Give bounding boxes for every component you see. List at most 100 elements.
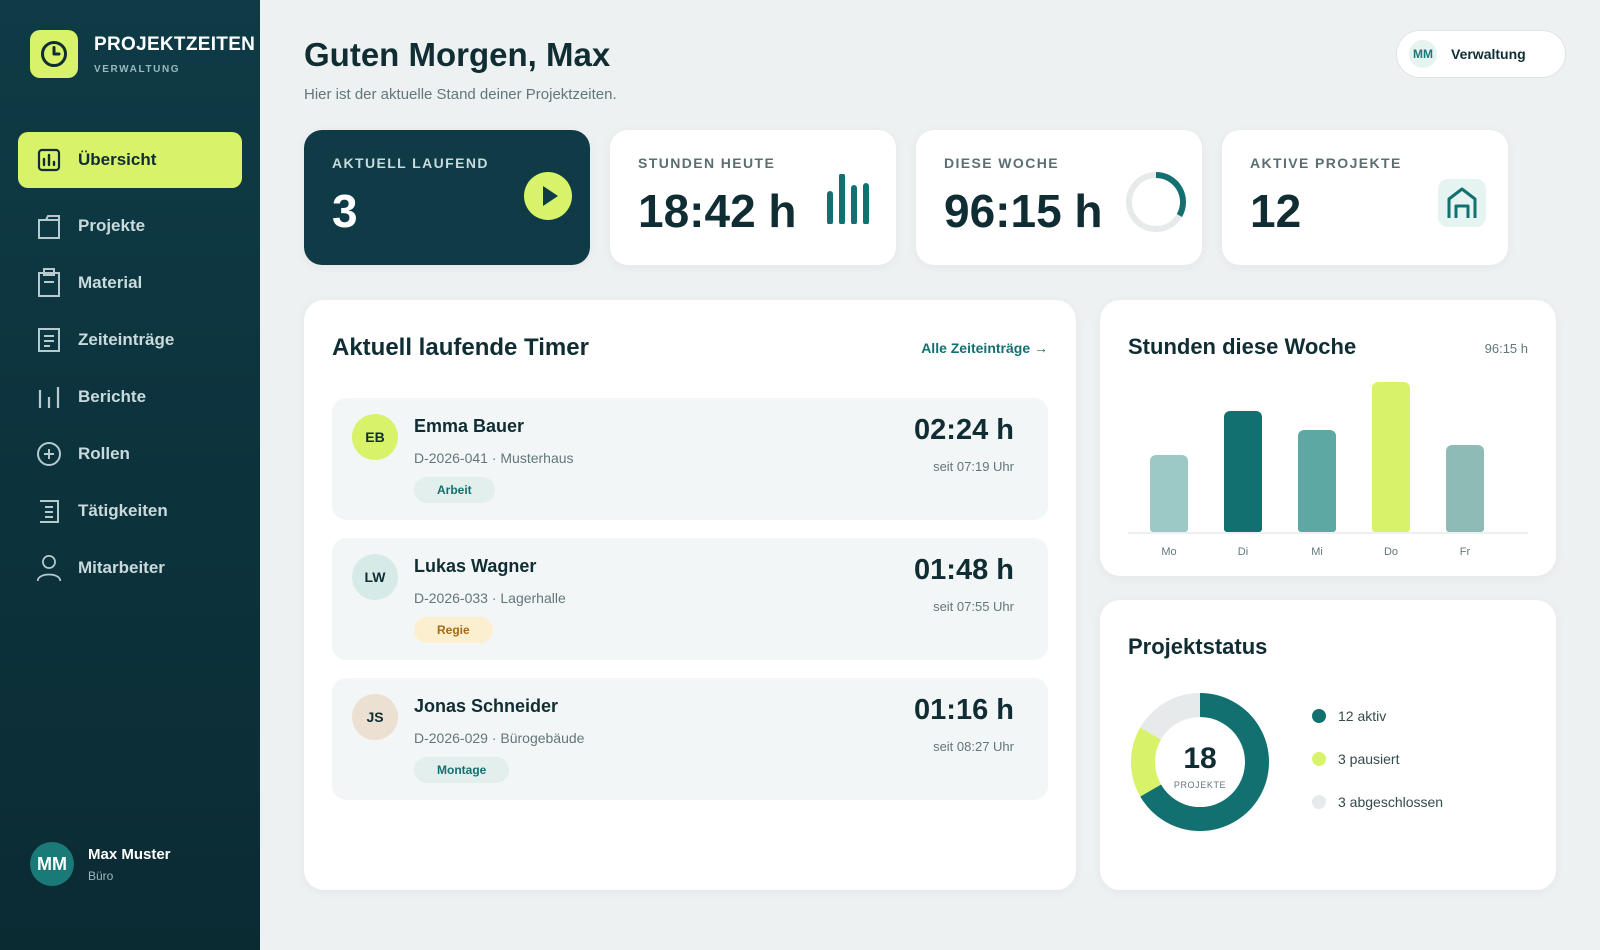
activity-badge: Arbeit <box>414 477 495 503</box>
brand-title: PROJEKTZEITEN <box>94 33 256 55</box>
brand-subtitle: VERWALTUNG <box>94 63 181 75</box>
panel-title: Projektstatus <box>1128 634 1268 659</box>
page-title: Guten Morgen, Max <box>304 36 611 73</box>
bar-fr <box>1446 445 1484 532</box>
start-time: seit 07:19 Uhr <box>933 459 1014 474</box>
avatar: MM <box>1409 40 1437 68</box>
timer-row[interactable]: LW Lukas Wagner D-2026-033 · Lagerhalle … <box>332 538 1048 660</box>
bar-chart-icon <box>36 382 62 412</box>
stat-value: 12 <box>1250 185 1302 237</box>
week-total: 96:15 h <box>1484 341 1528 356</box>
sidebar-item-mitarbeiter[interactable]: Mitarbeiter <box>18 540 242 596</box>
bar-do <box>1372 382 1410 532</box>
sidebar-item-material[interactable]: Material <box>18 255 242 311</box>
sidebar-item-rollen[interactable]: Rollen <box>18 426 242 482</box>
user-role: Büro <box>88 868 114 883</box>
slice-abgeschlossen <box>1140 693 1201 740</box>
sidebar-item-uebersicht[interactable]: Übersicht <box>18 132 242 188</box>
stat-value: 3 <box>332 185 358 237</box>
legend-item: 12 aktiv <box>1312 708 1386 724</box>
bar-mo <box>1150 455 1188 532</box>
user-icon <box>36 553 62 583</box>
employee-name: Emma Bauer <box>414 416 525 436</box>
stat-label: STUNDEN HEUTE <box>638 155 776 171</box>
sidebar-item-label: Zeiteinträge <box>78 330 175 349</box>
clock-icon <box>30 30 78 78</box>
stat-label: DIESE WOCHE <box>944 155 1059 171</box>
avatar: MM <box>30 842 74 886</box>
total-projects: 18 <box>1183 742 1217 775</box>
running-timers-panel: Aktuell laufende Timer Alle Zeiteinträge… <box>304 300 1076 890</box>
bar-mi <box>1298 430 1336 532</box>
chart-baseline <box>1128 532 1528 534</box>
legend-label: 3 pausiert <box>1338 751 1400 767</box>
slice-pausiert <box>1131 727 1162 797</box>
bar-label: Do <box>1383 546 1399 558</box>
employee-name: Jonas Schneider <box>414 696 559 716</box>
legend-dot <box>1312 709 1326 723</box>
legend-item: 3 pausiert <box>1312 751 1399 767</box>
timer-row[interactable]: JS Jonas Schneider D-2026-029 · Bürogebä… <box>332 678 1048 800</box>
page-subtitle: Hier ist der aktuelle Stand deiner Proje… <box>304 86 617 103</box>
house-icon <box>1438 179 1486 232</box>
bar-label: Mo <box>1161 546 1177 558</box>
list-icon <box>36 496 62 526</box>
role-label: Verwaltung <box>1451 46 1526 62</box>
panel-title: Stunden diese Woche <box>1128 334 1357 359</box>
stat-value: 18:42 h <box>638 185 797 237</box>
timer-row[interactable]: EB Emma Bauer D-2026-041 · Musterhaus Ar… <box>332 398 1048 520</box>
user-name: Max Muster <box>88 845 171 863</box>
project-status-panel: Projektstatus 18 PROJEKTE 12 aktiv 3 pau… <box>1100 600 1556 890</box>
start-time: seit 07:55 Uhr <box>933 599 1014 614</box>
legend-dot <box>1312 752 1326 766</box>
legend-dot <box>1312 795 1326 809</box>
bar-label: Mi <box>1311 546 1323 558</box>
sidebar-item-label: Tätigkeiten <box>78 501 168 520</box>
project-meta: D-2026-033 · Lagerhalle <box>414 590 566 606</box>
sidebar-item-zeiteintraege[interactable]: Zeiteinträge <box>18 312 242 368</box>
sidebar-nav: Übersicht Projekte Material Zeiteinträge… <box>18 132 242 597</box>
bar-label: Fr <box>1459 546 1471 558</box>
stat-card-today: STUNDEN HEUTE 18:42 h <box>610 130 896 265</box>
bar-di <box>1224 411 1262 532</box>
stat-card-running[interactable]: AKTUELL LAUFEND 3 <box>304 130 590 265</box>
sidebar-item-label: Projekte <box>78 216 146 235</box>
clipboard-icon <box>36 268 62 298</box>
sidebar-item-label: Übersicht <box>78 150 157 169</box>
employee-name: Lukas Wagner <box>414 556 537 576</box>
sidebar-item-label: Berichte <box>78 387 147 406</box>
bars-icon <box>826 173 874 229</box>
role-switcher[interactable]: MM Verwaltung <box>1396 30 1566 78</box>
stat-label: AKTUELL LAUFEND <box>332 155 489 171</box>
stat-value: 96:15 h <box>944 185 1103 237</box>
sidebar-item-projekte[interactable]: Projekte <box>18 198 242 254</box>
activity-badge: Regie <box>414 617 493 643</box>
start-time: seit 08:27 Uhr <box>933 739 1014 754</box>
chart-box-icon <box>36 145 62 175</box>
all-time-entries-link[interactable]: Alle Zeiteinträge → <box>921 340 1048 356</box>
plus-circle-icon <box>36 439 62 469</box>
slice-aktiv <box>1140 693 1269 831</box>
sidebar-item-taetigkeiten[interactable]: Tätigkeiten <box>18 483 242 539</box>
stat-card-week: DIESE WOCHE 96:15 h <box>916 130 1202 265</box>
progress-ring-icon <box>1124 170 1188 239</box>
stat-card-projects: AKTIVE PROJEKTE 12 <box>1222 130 1508 265</box>
panel-title: Aktuell laufende Timer <box>332 334 589 361</box>
elapsed-time: 01:16 h <box>914 694 1014 726</box>
legend-label: 12 aktiv <box>1338 708 1387 724</box>
bar-label: Di <box>1237 546 1249 558</box>
week-hours-panel: Stunden diese Woche 96:15 h Mo Di Mi Do Fr <box>1100 300 1556 576</box>
play-icon[interactable] <box>524 172 572 225</box>
project-meta: D-2026-041 · Musterhaus <box>414 450 574 466</box>
avatar: LW <box>352 554 398 600</box>
current-user[interactable]: MM Max Muster Büro <box>30 842 171 886</box>
brand[interactable]: PROJEKTZEITEN VERWALTUNG <box>30 30 255 78</box>
elapsed-time: 02:24 h <box>914 414 1014 446</box>
donut-center: 18 PROJEKTE <box>1150 742 1250 790</box>
sidebar-item-label: Rollen <box>78 444 130 463</box>
activity-badge: Montage <box>414 757 510 783</box>
document-icon <box>36 325 62 355</box>
status-donut <box>1131 693 1269 831</box>
sidebar-item-berichte[interactable]: Berichte <box>18 369 242 425</box>
project-meta: D-2026-029 · Bürogebäude <box>414 730 585 746</box>
